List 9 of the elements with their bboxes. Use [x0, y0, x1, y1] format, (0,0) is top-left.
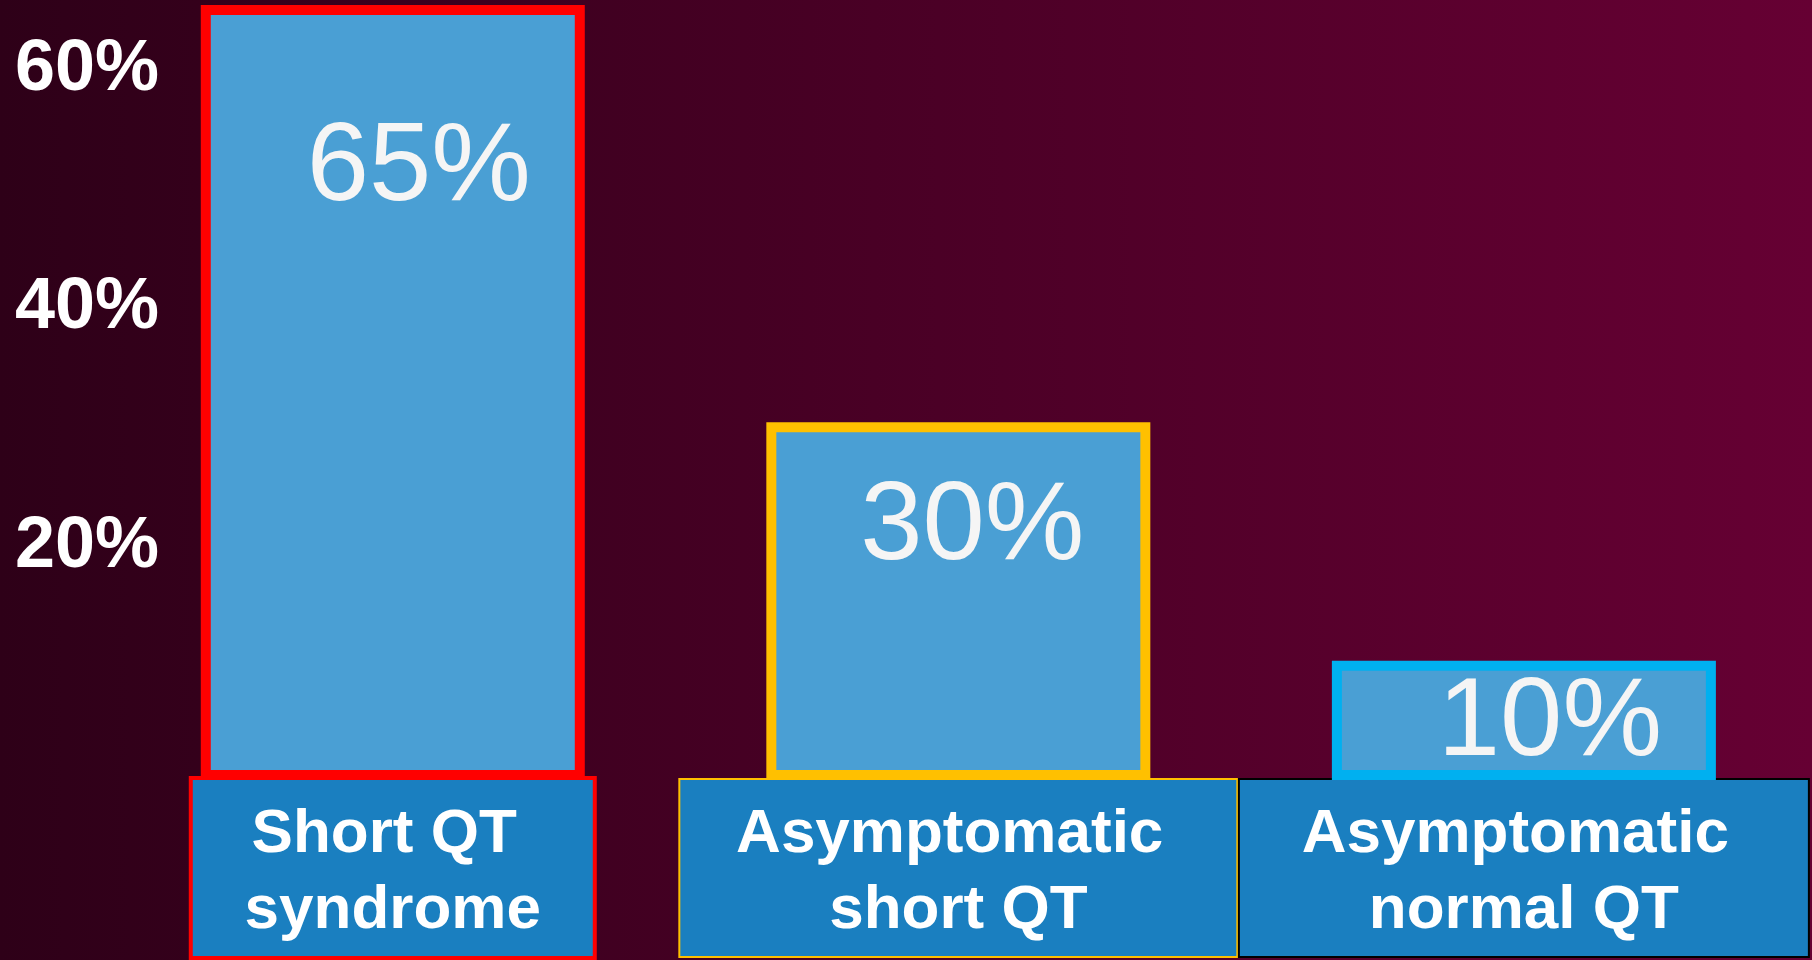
data-label: 30%	[860, 457, 1085, 583]
x-tick-label: Asymptomatic normal QT	[1301, 795, 1747, 941]
x-tick-label: Asymptomatic short QT	[736, 795, 1181, 941]
data-label: 10%	[1437, 654, 1662, 780]
y-tick-label: 40%	[15, 263, 160, 344]
data-label: 65%	[306, 98, 531, 224]
y-tick-label: 60%	[15, 24, 160, 105]
y-tick-label: 20%	[15, 501, 160, 582]
x-tick-label: Short QT syndrome	[244, 795, 541, 941]
